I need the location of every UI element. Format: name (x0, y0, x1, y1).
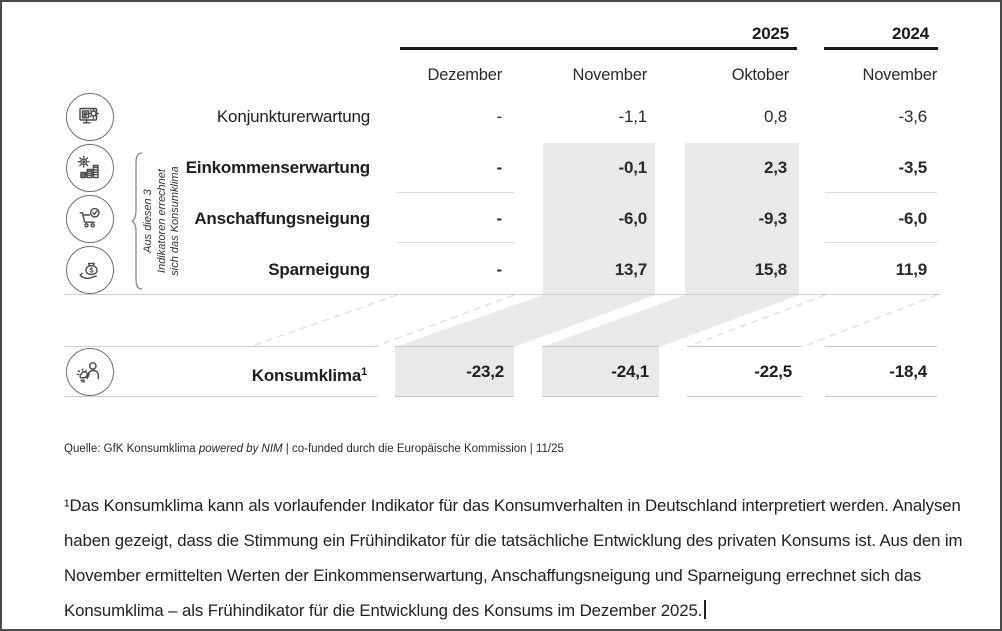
funnel-dashed-line (373, 295, 515, 347)
cell-sparneigung-november: 13,7 (614, 260, 647, 279)
footnote-paragraph[interactable]: ¹Das Konsumklima kann als vorlaufender I… (64, 488, 964, 628)
cell-sparneigung-november-2024: 11,9 (895, 260, 928, 279)
konsumklima-bottom-line (64, 396, 377, 397)
funnel-band-oktober (542, 295, 799, 347)
funnel-band-november (395, 295, 655, 347)
cell-konsumklima-dezember: -23,2 (395, 346, 514, 397)
source-suffix: | co-funded durch die Europäische Kommis… (282, 443, 564, 455)
source-prefix: Quelle: GfK Konsumklima (64, 443, 199, 455)
cell-anschaffung-november: -6,0 (618, 209, 648, 228)
text-cursor (704, 600, 706, 619)
cell-einkommen-dezember: - (496, 158, 503, 177)
col-header-dezember: Dezember (427, 66, 502, 84)
savings-moneybag-icon: $ (66, 246, 114, 294)
header-rule-2025 (400, 47, 797, 50)
row-separator (825, 192, 937, 193)
row-label-konsumklima: Konsumklima1 (142, 361, 367, 385)
konsumklima-footnote-marker: 1 (361, 366, 367, 378)
cell-anschaffung-dezember: - (496, 209, 503, 228)
svg-text:$: $ (90, 267, 94, 274)
funnel-dashed-line (801, 295, 938, 347)
funnel-dashed-line (686, 295, 826, 347)
row-label-sparneigung: Sparneigung (268, 260, 370, 279)
source-powered-by: powered by NIM (198, 443, 283, 455)
shopping-cart-check-icon (66, 195, 114, 243)
economy-monitor-icon (66, 93, 114, 141)
col-header-november-2024: November (862, 66, 937, 84)
konsumklima-top-line (64, 346, 377, 347)
konsumklima-label-text: Konsumklima (251, 366, 362, 385)
row-separator (397, 192, 514, 193)
cell-konjunktur-november: -1,1 (618, 107, 648, 126)
cell-sparneigung-oktober: 15,8 (754, 260, 787, 279)
funnel-dashed-line (248, 295, 398, 347)
cell-konsumklima-oktober: -22,5 (687, 346, 802, 397)
cell-anschaffung-november-2024: -6,0 (898, 209, 928, 228)
income-coins-icon (66, 144, 114, 192)
consumer-climate-person-icon (66, 348, 114, 396)
highlight-band-november (543, 143, 655, 295)
cell-sparneigung-dezember: - (496, 260, 503, 279)
cell-konjunktur-november-2024: -3,6 (898, 107, 928, 126)
col-header-oktober: Oktober (731, 66, 789, 84)
cell-einkommen-november-2024: -3,5 (898, 158, 928, 177)
cell-anschaffung-oktober: -9,3 (758, 209, 788, 228)
source-line: Quelle: GfK Konsumklima powered by NIM |… (64, 443, 564, 455)
col-header-november-2025: November (572, 66, 647, 84)
highlight-band-oktober (685, 143, 799, 295)
cell-konjunktur-dezember: - (496, 107, 503, 126)
funnel-transition (248, 295, 938, 347)
header-rule-2024 (824, 47, 938, 50)
cell-einkommen-oktober: 2,3 (763, 158, 787, 177)
year-header-2024: 2024 (891, 24, 929, 43)
cell-konsumklima-november-2024: -18,4 (825, 346, 937, 397)
cell-konjunktur-oktober: 0,8 (763, 107, 787, 126)
row-label-konjunkturerwartung: Konjunkturerwartung (216, 107, 370, 126)
row-label-anschaffungsneigung: Anschaffungsneigung (194, 209, 370, 228)
cell-einkommen-november: -0,1 (618, 158, 648, 177)
bracket-brace (130, 152, 143, 290)
year-header-2025: 2025 (751, 24, 789, 43)
row-label-einkommenserwartung: Einkommenserwartung (185, 158, 370, 177)
cell-konsumklima-november: -24,1 (542, 346, 659, 397)
row-separator (397, 242, 514, 243)
table-bottom-separator (64, 294, 940, 295)
row-separator (825, 242, 937, 243)
footnote-text: ¹Das Konsumklima kann als vorlaufender I… (64, 496, 963, 620)
